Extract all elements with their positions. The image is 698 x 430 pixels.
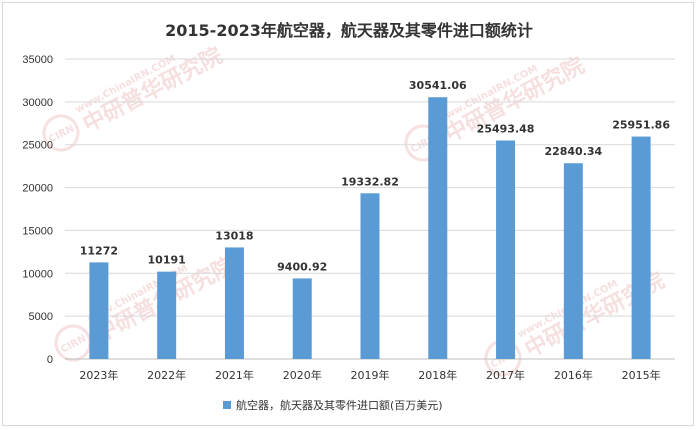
x-tick-label: 2021年: [215, 368, 254, 382]
bar: [360, 193, 380, 359]
watermark-logo-text: CIRN: [59, 333, 88, 355]
data-label: 30541.06: [409, 79, 467, 92]
bar: [631, 136, 651, 359]
bar: [157, 271, 177, 359]
x-tick-label: 2016年: [554, 368, 593, 382]
data-label: 25493.48: [477, 122, 535, 135]
y-tick-label: 15000: [22, 225, 53, 237]
data-label: 25951.86: [612, 119, 670, 132]
watermark-logo: [42, 114, 80, 152]
bars: [89, 97, 651, 359]
watermark-logo: [484, 339, 522, 377]
x-tick-label: 2023年: [79, 368, 118, 382]
x-tick-label: 2018年: [418, 368, 457, 382]
legend-swatch: [223, 401, 231, 409]
data-label: 9400.92: [277, 260, 327, 273]
bar: [292, 278, 312, 359]
legend: 航空器，航天器及其零件进口额(百万美元): [223, 398, 443, 412]
data-label: 11272: [80, 244, 118, 257]
chart-title: 2015-2023年航空器，航天器及其零件进口额统计: [165, 21, 533, 40]
y-tick-label: 0: [47, 354, 53, 366]
watermark-logo: [54, 324, 92, 362]
y-tick-label: 10000: [22, 268, 53, 280]
y-tick-label: 25000: [22, 140, 53, 152]
y-tick-label: 5000: [29, 311, 53, 323]
data-label: 22840.34: [544, 145, 602, 158]
data-label: 13018: [215, 229, 253, 242]
bar: [496, 140, 516, 359]
x-tick-label: 2015年: [622, 368, 661, 382]
x-tick-label: 2020年: [283, 368, 322, 382]
y-tick-label: 35000: [22, 54, 53, 66]
bar: [89, 262, 109, 359]
y-axis-ticks: 0 5000 10000 15000 20000 25000 30000 35000: [22, 54, 53, 366]
bar: [224, 247, 244, 359]
bar: [563, 163, 583, 359]
y-tick-label: 30000: [22, 97, 53, 109]
bar: [428, 97, 448, 359]
data-label: 10191: [148, 254, 186, 267]
x-tick-label: 2022年: [147, 368, 186, 382]
watermark-name: 中研普华研究院: [78, 42, 226, 137]
x-axis-ticks: 2023年 2022年 2021年 2020年 2019年 2018年 2017年 2016年…: [79, 368, 660, 382]
data-labels: 11272 10191 13018 9400.92 19332.82 30541.06 25…: [80, 79, 671, 273]
chart-frame: CIRN www.ChinaIRN.COM 中研普华研究院 CIRN www.China…: [2, 2, 694, 426]
y-tick-label: 20000: [22, 183, 53, 195]
legend-label: 航空器，航天器及其零件进口额(百万美元): [236, 398, 443, 412]
x-tick-label: 2019年: [351, 368, 390, 382]
data-label: 19332.82: [341, 175, 399, 188]
x-tick-label: 2017年: [486, 368, 525, 382]
